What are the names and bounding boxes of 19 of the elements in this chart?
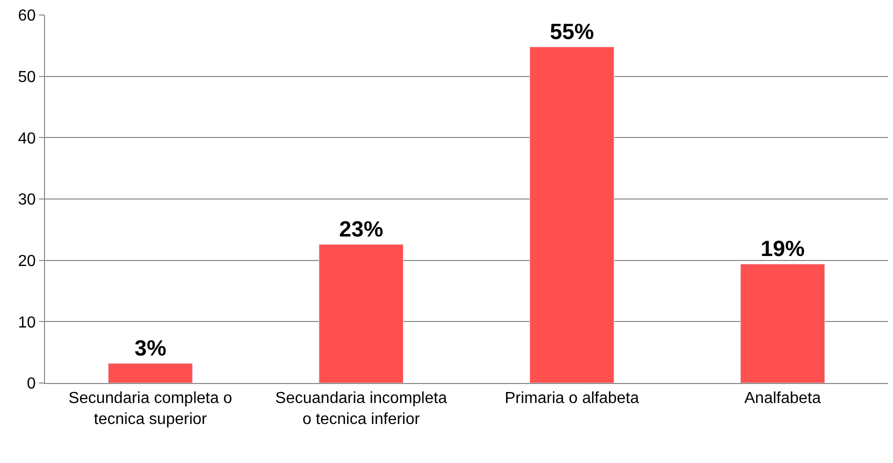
- x-tick-label: Secuandaria incompleta o tecnica inferior: [275, 390, 448, 428]
- y-tick-label: 40: [18, 130, 36, 148]
- y-tick-label: 60: [18, 8, 36, 25]
- bar: [318, 244, 404, 383]
- x-tick-label: Primaria o alfabeta: [504, 390, 640, 408]
- x-tick-label: Analfabeta: [744, 390, 821, 408]
- bar: [108, 363, 193, 383]
- bar: [740, 264, 826, 383]
- data-label: 19%: [760, 236, 805, 262]
- y-tick-label: 10: [18, 314, 36, 332]
- data-label: 3%: [134, 335, 166, 360]
- bar: [529, 46, 614, 383]
- y-tick-label: 0: [26, 376, 36, 393]
- data-label: 23%: [339, 216, 384, 242]
- y-tick-label: 50: [18, 68, 36, 86]
- y-tick-label: 20: [18, 252, 36, 270]
- y-tick-label: 30: [18, 192, 36, 209]
- x-tick-label: Secundaria completa o tecnica superior: [68, 390, 232, 428]
- data-label: 55%: [550, 18, 594, 44]
